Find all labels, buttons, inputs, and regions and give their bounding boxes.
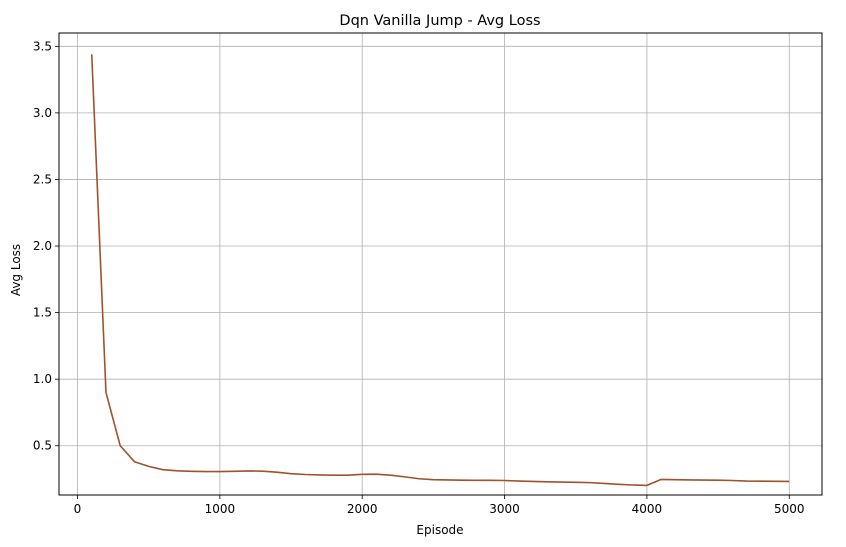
chart-title: Dqn Vanilla Jump - Avg Loss bbox=[339, 13, 540, 29]
y-tick-label: 3.0 bbox=[33, 106, 52, 120]
series-line bbox=[90, 54, 790, 487]
y-tick-label: 2.0 bbox=[33, 239, 52, 253]
x-tick-label: 0 bbox=[74, 502, 82, 516]
x-tick-label: 4000 bbox=[632, 502, 663, 516]
x-axis-title: Episode bbox=[416, 523, 463, 537]
series-layer bbox=[90, 54, 790, 487]
x-tick-label: 5000 bbox=[774, 502, 805, 516]
y-tick-label: 1.5 bbox=[33, 306, 52, 320]
grid bbox=[59, 33, 822, 495]
y-tick-label: 1.0 bbox=[33, 372, 52, 386]
y-tick-label: 2.5 bbox=[33, 172, 52, 186]
x-axis: 0 1000 2000 3000 4000 5000 bbox=[74, 495, 805, 516]
x-tick-label: 3000 bbox=[489, 502, 520, 516]
y-tick-label: 0.5 bbox=[33, 439, 52, 453]
y-axis: 0.5 1.0 1.5 2.0 2.5 3.0 3.5 bbox=[33, 39, 59, 453]
plot-frame bbox=[58, 32, 823, 496]
x-tick-label: 2000 bbox=[347, 502, 378, 516]
x-tick-label: 1000 bbox=[205, 502, 236, 516]
y-axis-title: Avg Loss bbox=[9, 244, 23, 296]
y-tick-label: 3.5 bbox=[33, 39, 52, 53]
